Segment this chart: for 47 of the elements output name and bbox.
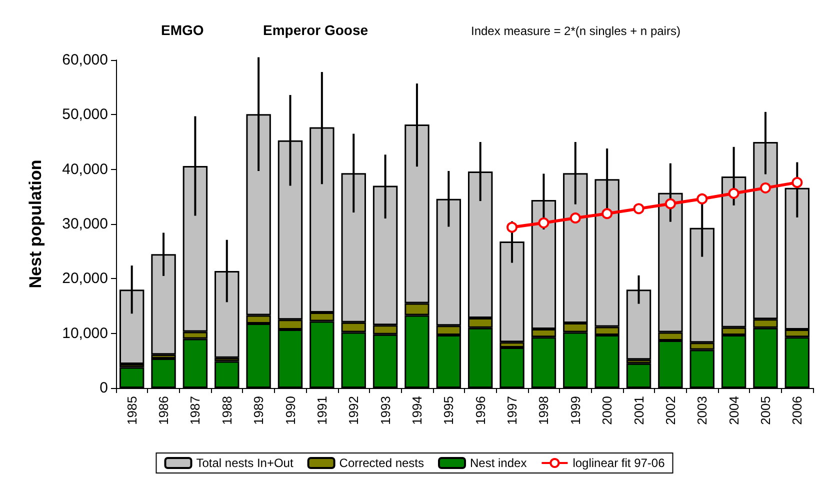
point <box>633 203 644 214</box>
x-tick-label: 1997 <box>504 396 520 425</box>
x-tick-label: 1986 <box>156 396 172 425</box>
chart-subtitle: Emperor Goose <box>263 22 368 38</box>
point <box>570 212 581 224</box>
point <box>760 182 771 194</box>
y-tick-label: 0 <box>100 380 108 396</box>
y-tick-label: 60,000 <box>62 52 108 68</box>
legend-label: loglinear fit 97-06 <box>572 456 666 470</box>
x-tick-label: 1988 <box>219 396 234 425</box>
x-tick-label: 1987 <box>188 396 203 425</box>
x-tick-label: 1990 <box>282 396 298 425</box>
y-tick-label: 20,000 <box>62 270 108 288</box>
x-tick-label: 1999 <box>568 396 583 425</box>
y-tick-label: 50,000 <box>62 106 108 124</box>
x-tick-label: 1998 <box>536 396 552 425</box>
x-tick-label: 2001 <box>631 396 646 425</box>
x-tick-label: 1991 <box>314 396 330 425</box>
point <box>538 217 550 228</box>
x-tick-label: 1989 <box>251 396 266 425</box>
y-tick-label: 30,000 <box>62 216 108 232</box>
point <box>792 176 803 188</box>
point <box>664 198 676 210</box>
point <box>506 222 518 233</box>
x-tick-label: 2002 <box>662 396 678 425</box>
text: Index measure = 2*(n singles + n pairs) <box>471 24 680 38</box>
x-tick-label: 2003 <box>694 396 710 425</box>
y-axis-title: Nest population <box>26 160 45 288</box>
y-tick-label: 40,000 <box>62 160 108 178</box>
x-tick-label: 2004 <box>726 396 742 425</box>
x-tick-label: 1992 <box>346 396 362 425</box>
x-tick-label: 1993 <box>378 396 393 425</box>
point <box>602 208 613 220</box>
x-tick-label: 2000 <box>600 396 615 425</box>
legend-label: Nest index <box>470 456 527 470</box>
x-tick-label: 1985 <box>124 396 140 425</box>
legend-label: Total nests In+Out <box>196 456 294 470</box>
point <box>696 193 708 204</box>
point <box>728 188 740 199</box>
x-tick-label: 1996 <box>472 396 488 425</box>
x-tick-label: 1994 <box>409 396 424 425</box>
x-tick-label: 2006 <box>790 396 805 425</box>
chart-title: EMGO <box>161 22 204 38</box>
x-tick-label: 2005 <box>758 396 773 425</box>
y-tick-label: 10,000 <box>62 324 108 342</box>
x-tick-label: 1995 <box>441 396 456 425</box>
legend-label: Corrected nests <box>339 456 424 470</box>
